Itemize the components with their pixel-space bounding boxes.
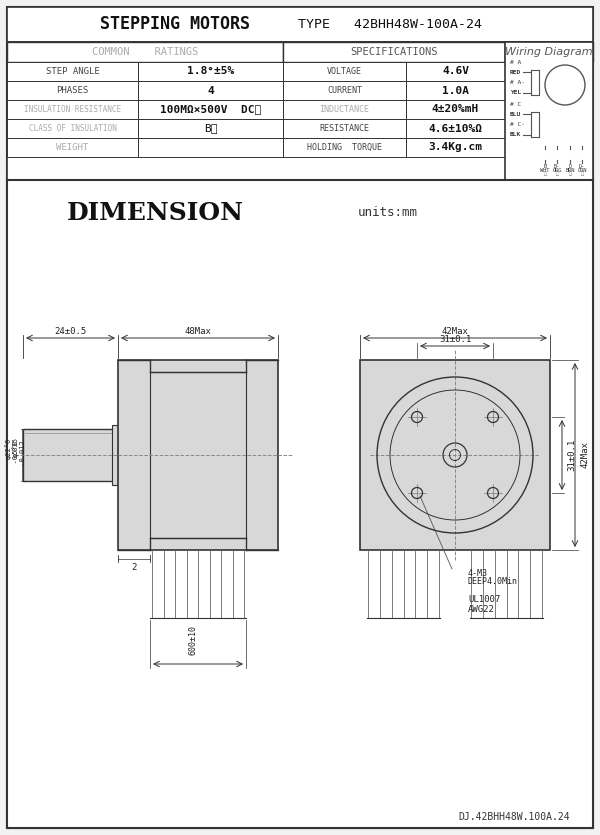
- Text: 600±10: 600±10: [188, 625, 197, 655]
- Text: HOLDING  TORQUE: HOLDING TORQUE: [307, 143, 382, 152]
- Bar: [406, 81, 505, 100]
- Text: B级: B级: [204, 124, 217, 134]
- Text: VOLTAGE: VOLTAGE: [327, 67, 362, 76]
- Text: Wiring Diagram: Wiring Diagram: [505, 47, 593, 57]
- Bar: [283, 81, 406, 100]
- Text: UL1007: UL1007: [468, 595, 500, 605]
- Text: ORG: ORG: [553, 168, 562, 173]
- Bar: [138, 138, 283, 157]
- Bar: [283, 62, 406, 81]
- Text: D-: D-: [579, 164, 585, 169]
- Text: STEP ANGLE: STEP ANGLE: [46, 67, 100, 76]
- Text: 3.4Kg.cm: 3.4Kg.cm: [428, 143, 482, 153]
- Text: 绿: 绿: [581, 171, 583, 176]
- Bar: [138, 81, 283, 100]
- Text: RED: RED: [510, 69, 521, 74]
- Bar: [112, 425, 118, 485]
- Bar: [7, 138, 138, 157]
- Bar: [7, 180, 593, 828]
- Bar: [283, 42, 505, 62]
- Text: BLU: BLU: [510, 112, 521, 117]
- Bar: [7, 42, 593, 180]
- Text: BRN: BRN: [565, 168, 575, 173]
- Text: 棕: 棕: [569, 171, 571, 176]
- Text: INDUCTANCE: INDUCTANCE: [320, 105, 370, 114]
- Bar: [406, 100, 505, 119]
- Text: DEEP4.0Min: DEEP4.0Min: [468, 578, 518, 586]
- Text: 31±0.1: 31±0.1: [568, 439, 577, 471]
- Bar: [505, 42, 593, 180]
- Bar: [283, 138, 406, 157]
- Bar: [138, 119, 283, 138]
- Text: WEIGHT: WEIGHT: [56, 143, 89, 152]
- Text: CLASS OF INSULATION: CLASS OF INSULATION: [29, 124, 116, 133]
- Text: TYPE   42BHH48W-100A-24: TYPE 42BHH48W-100A-24: [290, 18, 482, 31]
- Text: 1.0A: 1.0A: [442, 85, 469, 95]
- Text: φ5°0
 -0.012: φ5°0 -0.012: [12, 440, 26, 470]
- Text: STEPPING MOTORS: STEPPING MOTORS: [100, 15, 250, 33]
- Text: 48Max: 48Max: [185, 326, 211, 336]
- Text: 白: 白: [544, 171, 547, 176]
- Text: # C-: # C-: [510, 123, 525, 128]
- Text: PHASES: PHASES: [56, 86, 89, 95]
- Text: 31±0.1: 31±0.1: [439, 336, 471, 345]
- Bar: [7, 42, 283, 62]
- Text: COMMON    RATINGS: COMMON RATINGS: [92, 47, 198, 57]
- Text: B: B: [544, 164, 547, 169]
- Text: 4.6±10%Ω: 4.6±10%Ω: [428, 124, 482, 134]
- Text: RESISTANCE: RESISTANCE: [320, 124, 370, 133]
- Text: YEL: YEL: [510, 90, 521, 95]
- Text: 24±0.5: 24±0.5: [55, 326, 86, 336]
- Text: WHT: WHT: [541, 168, 550, 173]
- Bar: [505, 42, 593, 62]
- Bar: [23, 429, 118, 481]
- Text: SPECIFICATIONS: SPECIFICATIONS: [350, 47, 438, 57]
- Bar: [150, 372, 246, 538]
- Text: CURRENT: CURRENT: [327, 86, 362, 95]
- Text: # C: # C: [510, 102, 521, 107]
- Text: 4±20%mH: 4±20%mH: [432, 104, 479, 114]
- Text: AWG22: AWG22: [468, 605, 495, 614]
- Text: 2: 2: [131, 564, 137, 573]
- Text: BLK: BLK: [510, 133, 521, 138]
- Bar: [7, 62, 138, 81]
- Bar: [360, 360, 550, 550]
- Text: DJ.42BHH48W.100A.24: DJ.42BHH48W.100A.24: [458, 812, 570, 822]
- Text: INSULATION RESISTANCE: INSULATION RESISTANCE: [24, 105, 121, 114]
- Bar: [406, 62, 505, 81]
- Text: units:mm: units:mm: [358, 206, 418, 220]
- Text: 4.6V: 4.6V: [442, 67, 469, 77]
- Bar: [406, 119, 505, 138]
- Bar: [7, 100, 138, 119]
- Text: 橙: 橙: [556, 171, 559, 176]
- Bar: [118, 360, 278, 550]
- Bar: [138, 100, 283, 119]
- Text: 4: 4: [207, 85, 214, 95]
- Bar: [283, 119, 406, 138]
- Text: # A: # A: [510, 59, 521, 64]
- Text: D: D: [568, 164, 572, 169]
- Text: 1.8°±5%: 1.8°±5%: [187, 67, 234, 77]
- Text: φ22°0
  -0.035: φ22°0 -0.035: [5, 438, 19, 472]
- Bar: [283, 100, 406, 119]
- Text: GRN: GRN: [577, 168, 587, 173]
- Text: # A-: # A-: [510, 80, 525, 85]
- Bar: [406, 138, 505, 157]
- Text: 100MΩ×500V  DC）: 100MΩ×500V DC）: [160, 104, 261, 114]
- Bar: [138, 62, 283, 81]
- Text: 42Max: 42Max: [442, 326, 469, 336]
- Text: B-: B-: [554, 164, 560, 169]
- Text: DIMENSION: DIMENSION: [67, 201, 244, 225]
- Bar: [7, 119, 138, 138]
- Bar: [7, 81, 138, 100]
- Text: 4-M3: 4-M3: [468, 569, 488, 579]
- Text: 42Max: 42Max: [581, 442, 589, 468]
- Bar: [7, 7, 593, 42]
